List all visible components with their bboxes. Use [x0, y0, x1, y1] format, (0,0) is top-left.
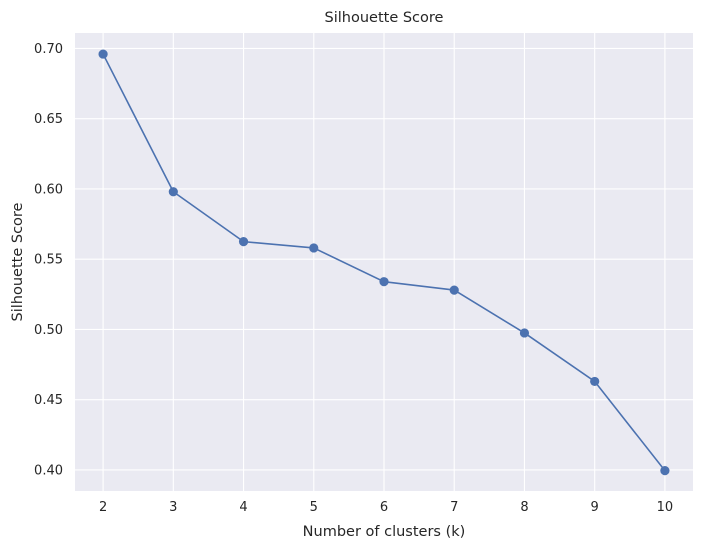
x-tick-label: 9 — [591, 500, 599, 515]
y-tick-label: 0.45 — [34, 393, 63, 408]
data-point — [449, 285, 459, 295]
x-tick-label: 7 — [450, 500, 458, 515]
y-tick-labels: 0.40 0.45 0.50 0.55 0.60 0.65 0.70 — [34, 42, 63, 478]
x-axis-label: Number of clusters (k) — [303, 524, 466, 540]
y-tick-label: 0.40 — [34, 463, 63, 478]
series-group — [98, 49, 670, 476]
data-point — [238, 237, 249, 247]
data-point — [168, 187, 178, 197]
data-point — [519, 328, 530, 338]
y-tick-label: 0.65 — [34, 112, 63, 127]
data-point — [660, 466, 670, 476]
chart-title: Silhouette Score — [325, 10, 444, 26]
y-tick-label: 0.60 — [34, 182, 63, 197]
x-tick-labels: 2 3 4 5 6 7 8 9 10 — [99, 500, 673, 515]
x-tick-label: 2 — [99, 500, 107, 515]
data-point — [590, 376, 600, 387]
data-point — [309, 243, 319, 253]
y-tick-label: 0.70 — [34, 42, 63, 57]
y-tick-label: 0.55 — [34, 253, 63, 268]
x-tick-label: 3 — [169, 500, 177, 515]
x-tick-label: 10 — [657, 500, 674, 515]
grid-lines — [75, 33, 693, 491]
x-tick-label: 5 — [310, 500, 318, 515]
x-tick-label: 8 — [520, 500, 528, 515]
data-point — [379, 277, 389, 287]
x-tick-label: 4 — [239, 500, 247, 515]
y-tick-label: 0.50 — [34, 323, 63, 338]
y-axis-label: Silhouette Score — [10, 202, 26, 321]
x-tick-label: 6 — [380, 500, 388, 515]
data-point — [98, 49, 108, 59]
